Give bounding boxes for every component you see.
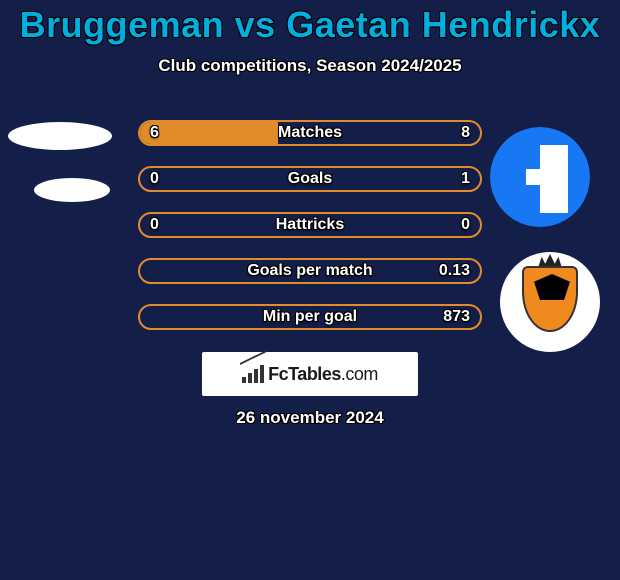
stat-value-right: 873	[443, 304, 470, 330]
brand-name: FcTables	[268, 364, 341, 384]
brand-chart-icon	[242, 365, 264, 383]
stat-row: Matches6 8	[0, 110, 620, 156]
stat-row: Hattricks0 0	[0, 202, 620, 248]
stat-value-left: 0	[150, 212, 159, 238]
stat-label: Goals	[138, 166, 482, 192]
stat-row: Goals per match0.13	[0, 248, 620, 294]
stat-value-left: 0	[150, 166, 159, 192]
stat-label: Min per goal	[138, 304, 482, 330]
generated-date: 26 november 2024	[0, 408, 620, 428]
stat-value-right: 8	[461, 120, 470, 146]
brand-box[interactable]: FcTables.com	[202, 352, 418, 396]
brand-domain: .com	[341, 364, 378, 384]
stat-row: Goals0 1	[0, 156, 620, 202]
page-title: Bruggeman vs Gaetan Hendrickx	[0, 0, 620, 46]
subtitle: Club competitions, Season 2024/2025	[0, 56, 620, 76]
stat-value-right: 0.13	[439, 258, 470, 284]
stat-value-left: 6	[150, 120, 159, 146]
stat-value-right: 0	[461, 212, 470, 238]
brand-text: FcTables.com	[268, 364, 378, 385]
stat-label: Matches	[138, 120, 482, 146]
comparison-chart: Matches68Goals01Hattricks00Goals per mat…	[0, 110, 620, 340]
stat-value-right: 1	[461, 166, 470, 192]
stat-label: Hattricks	[138, 212, 482, 238]
stat-row: Min per goal873	[0, 294, 620, 340]
stat-label: Goals per match	[138, 258, 482, 284]
